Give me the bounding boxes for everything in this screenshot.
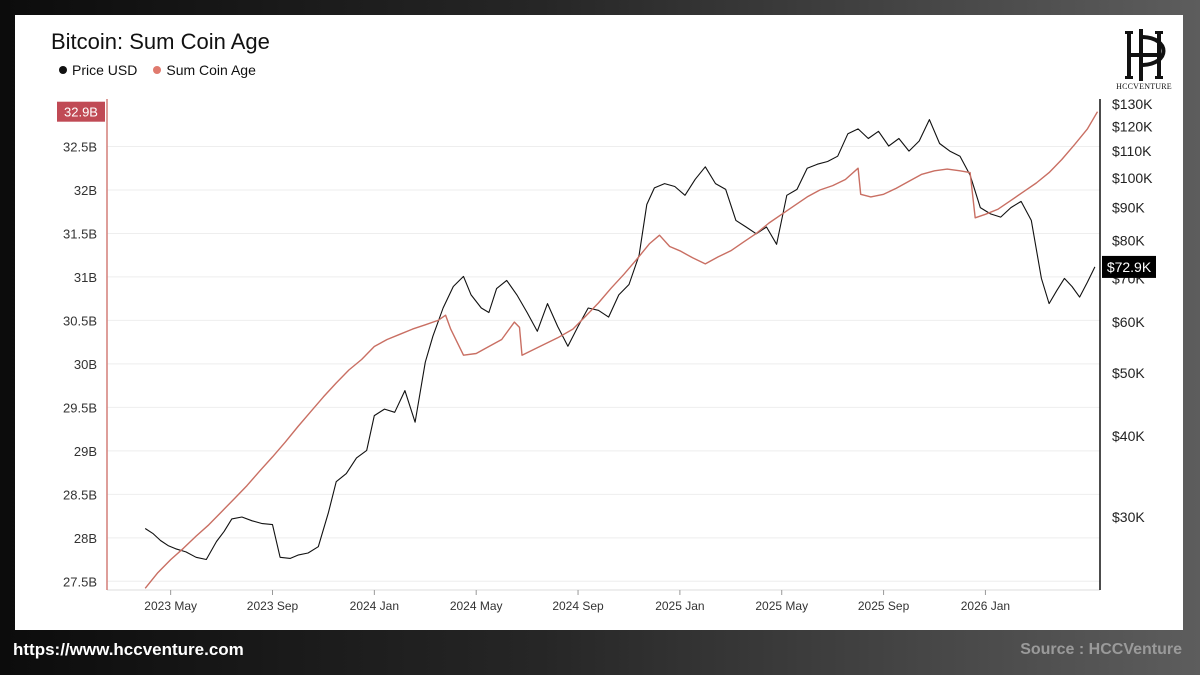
- footer-source: Source : HCCVenture: [1020, 641, 1182, 658]
- legend-label-coin-age: Sum Coin Age: [166, 62, 256, 78]
- left-tick-label-2: 28.5B: [63, 487, 97, 502]
- left-tick-label-0: 27.5B: [63, 574, 97, 589]
- value-badges: 32.9B $72.9K: [57, 101, 1156, 278]
- right-tick-label-0: $30K: [1112, 509, 1145, 525]
- x-tick-label-1: 2023 Sep: [247, 599, 299, 613]
- right-tick-label-3: $60K: [1112, 314, 1145, 330]
- right-current-badge-label: $72.9K: [1107, 259, 1152, 275]
- legend-item-price[interactable]: Price USD: [59, 62, 137, 78]
- left-tick-label-8: 31.5B: [63, 226, 97, 241]
- right-tick-label-6: $90K: [1112, 200, 1145, 216]
- series: [144, 111, 1099, 589]
- chart-card: Bitcoin: Sum Coin Age Price USD Sum Coin…: [15, 15, 1183, 630]
- x-axis: 2023 May 2023 Sep 2024 Jan 2024 May 2024 Sep…: [107, 589, 1100, 613]
- right-current-badge-bg: [1102, 255, 1156, 278]
- left-axis: 27.5B 28B 28.5B 29B 29.5B 30B 30.5B 31B 31.5B 32B…: [63, 99, 108, 590]
- right-tick-label-5: $80K: [1112, 233, 1145, 249]
- left-tick-label-5: 30B: [74, 357, 97, 372]
- right-tick-label-7: $100K: [1112, 170, 1153, 186]
- legend-dot-price: [59, 66, 67, 74]
- series-line-price-usd: [144, 119, 1096, 561]
- x-tick-label-4: 2024 Sep: [552, 599, 604, 613]
- left-tick-label-9: 32B: [74, 183, 97, 198]
- x-tick-label-7: 2025 Sep: [858, 599, 910, 613]
- legend-label-price: Price USD: [72, 62, 138, 78]
- series-line-sum-coin-age: [144, 111, 1099, 589]
- chart-title: Bitcoin: Sum Coin Age: [51, 29, 270, 54]
- left-current-badge-label: 32.9B: [64, 105, 98, 120]
- right-tick-label-1: $40K: [1112, 428, 1145, 444]
- left-tick-label-3: 29B: [74, 444, 97, 459]
- legend-item-coin-age[interactable]: Sum Coin Age: [153, 62, 256, 78]
- legend: Price USD Sum Coin Age: [59, 62, 256, 78]
- gridlines: [107, 145, 1100, 582]
- hccventure-logo-icon: [1125, 29, 1166, 81]
- x-tick-label-5: 2025 Jan: [655, 599, 704, 613]
- left-tick-label-6: 30.5B: [63, 313, 97, 328]
- x-tick-label-0: 2023 May: [144, 599, 197, 613]
- left-tick-label-4: 29.5B: [63, 400, 97, 415]
- right-tick-label-10: $130K: [1112, 96, 1153, 112]
- right-tick-label-2: $50K: [1112, 365, 1145, 381]
- left-tick-label-1: 28B: [74, 531, 97, 546]
- x-tick-label-3: 2024 May: [450, 599, 503, 613]
- x-tick-label-6: 2025 May: [755, 599, 808, 613]
- legend-dot-coin-age: [153, 66, 162, 74]
- left-tick-label-7: 31B: [74, 270, 97, 285]
- left-current-badge-bg: [57, 101, 105, 122]
- left-tick-label-10: 32.5B: [63, 139, 97, 154]
- right-tick-label-9: $120K: [1112, 119, 1153, 135]
- right-axis: $30K$40K$50K$60K$70K$80K$90K$100K$110K$1…: [1099, 96, 1153, 590]
- x-tick-label-8: 2026 Jan: [961, 599, 1010, 613]
- right-tick-label-8: $110K: [1112, 143, 1152, 159]
- x-tick-label-2: 2024 Jan: [350, 599, 399, 613]
- logo-wordmark: HCCVENTURE: [1116, 82, 1172, 91]
- chart-svg: 2023 May 2023 Sep 2024 Jan 2024 May 2024 Sep…: [57, 96, 1156, 613]
- footer-url-link[interactable]: https://www.hccventure.com: [13, 640, 244, 659]
